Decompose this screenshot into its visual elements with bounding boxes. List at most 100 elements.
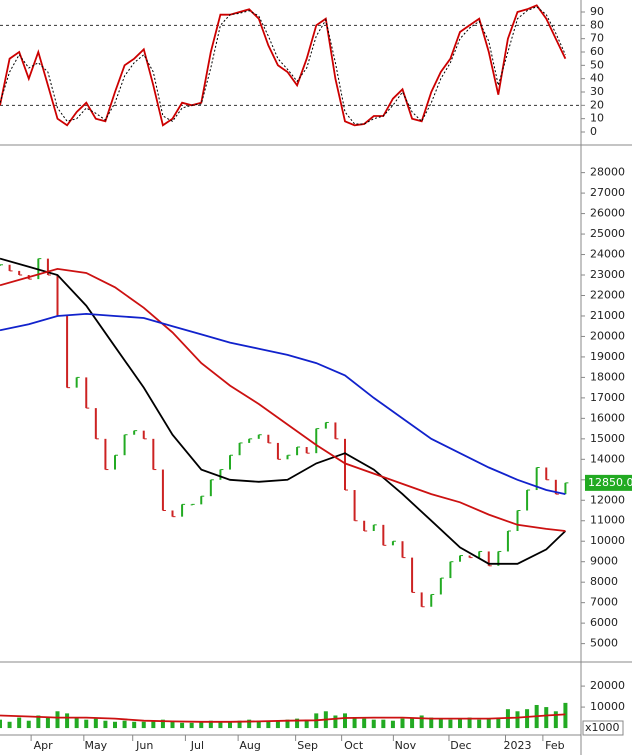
volume-bar [45,717,50,729]
y-tick-label: 17000 [590,391,625,404]
volume-bar [26,720,31,729]
volume-bar [486,718,491,729]
last-price-box [585,474,632,491]
volume-bar [419,715,424,729]
volume-bar [553,711,558,729]
volume-bar [132,721,137,729]
volume-bar [84,719,89,729]
volume-bar [400,718,405,729]
y-tick-label: 19000 [590,350,625,363]
volume-bar [218,721,223,729]
y-tick-label: 22000 [590,288,625,301]
last-price-label: 12850.00 [588,476,632,489]
volume-bar [304,719,309,729]
y-tick-label: 10 [590,112,604,125]
y-tick-label: 11000 [590,514,625,527]
volume-bar [0,719,2,729]
y-tick-label: 6000 [590,616,618,629]
y-tick-label: 7000 [590,596,618,609]
volume-bar [448,719,453,729]
volume-bar [362,718,367,729]
y-tick-label: 16000 [590,411,625,424]
line-series [0,4,567,127]
volume-bar [93,718,98,729]
volume-bar [74,717,79,729]
x-tick-label: Nov [395,739,417,752]
volume-bar [563,702,568,729]
volume-bar [285,719,290,729]
x-tick-label: Feb [545,739,564,752]
unit-label: x1000 [585,721,620,734]
y-tick-label: 10000 [590,700,625,713]
volume-bar [122,720,127,729]
y-tick-label: 20 [590,98,604,111]
volume-bar [256,720,261,729]
y-tick-label: 26000 [590,207,625,220]
y-tick-label: 8000 [590,575,618,588]
unit-box [582,720,624,736]
x-tick-label: Apr [34,739,54,752]
x-tick-label: Oct [344,739,364,752]
y-tick-label: 28000 [590,166,625,179]
volume-bar [371,719,376,729]
y-tick-label: 27000 [590,186,625,199]
y-tick-label: 25000 [590,227,625,240]
volume-bar [390,720,395,729]
y-tick-label: 15000 [590,432,625,445]
y-tick-label: 20000 [590,679,625,692]
volume-bar [343,713,347,729]
volume-bar [429,717,434,729]
volume-bar [275,720,280,729]
volume-bar [237,720,242,729]
volume-bar [189,722,194,729]
volume-bar [228,721,232,729]
line-series [0,257,567,565]
volume-bar [7,721,12,729]
y-tick-label: 30 [590,85,604,98]
volume-bar [333,715,338,729]
volume-bar [208,720,213,729]
y-tick-label: 50 [590,58,604,71]
x-tick-label: 2023 [504,739,532,752]
y-tick-label: 70 [590,32,604,45]
y-tick-label: 60 [590,45,604,58]
y-tick-label: 10000 [590,534,625,547]
volume-bar [410,717,415,729]
volume-bar [352,717,357,729]
volume-bar [467,717,472,729]
y-tick-label: 20000 [590,329,625,342]
line-series [0,267,566,532]
line-series [0,312,566,495]
y-tick-label: 14000 [590,452,625,465]
volume-bar [103,720,108,729]
x-tick-label: Sep [297,739,318,752]
volume-bar [36,715,41,729]
volume-bar [141,721,146,729]
volume-bar [247,719,252,729]
y-tick-label: 18000 [590,370,625,383]
volume-bar [515,711,520,729]
volume-bar [55,711,60,729]
y-tick-label: 40 [590,72,604,85]
volume-bar [266,721,271,729]
volume-bar [544,707,549,729]
line-series [0,6,566,125]
volume-bar [381,719,386,729]
y-tick-label: 5000 [590,637,618,650]
y-tick-label: 12000 [590,493,625,506]
y-tick-label: 80 [590,18,604,31]
volume-bar [295,718,300,729]
volume-bar [477,719,482,729]
volume-bar [438,718,443,729]
volume-bar [180,722,185,729]
y-tick-label: 9000 [590,555,618,568]
line-series [0,713,566,723]
volume-bar [496,717,501,729]
volume-bar [65,713,70,729]
y-tick-label: 21000 [590,309,625,322]
y-tick-label: 0 [590,125,597,138]
volume-bar [113,721,117,729]
volume-bar [170,721,175,729]
x-tick-label: May [84,739,107,752]
